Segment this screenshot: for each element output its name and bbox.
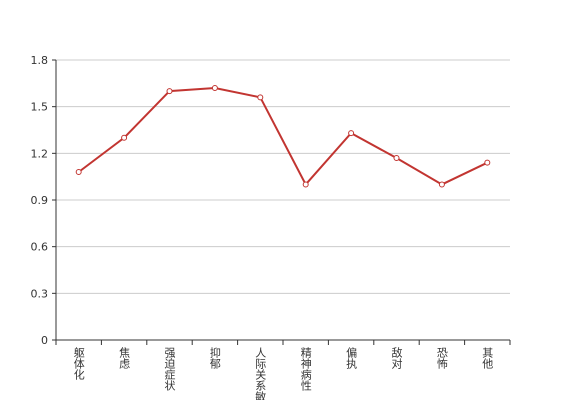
x-tick-label: 焦虑 bbox=[118, 347, 131, 369]
point bbox=[75, 169, 82, 175]
x-tick-label: 偏执 bbox=[345, 346, 358, 370]
point bbox=[348, 130, 355, 137]
point bbox=[393, 155, 400, 161]
y-tick-label: 1.8 bbox=[31, 54, 49, 67]
point bbox=[484, 159, 491, 166]
point bbox=[302, 181, 309, 188]
point bbox=[438, 181, 445, 188]
point bbox=[121, 134, 128, 141]
point bbox=[211, 85, 218, 91]
x-tick-label: 强迫症状 bbox=[163, 347, 176, 391]
x-tick-label: 其他 bbox=[481, 347, 494, 369]
y-tick-label: 0.6 bbox=[31, 241, 49, 254]
point bbox=[166, 88, 173, 95]
x-tick-label: 人际关系敏感 bbox=[254, 347, 267, 400]
point bbox=[257, 94, 264, 101]
y-tick-label: 0.3 bbox=[31, 287, 49, 300]
x-tick-label: 躯体化 bbox=[72, 347, 85, 381]
x-tick-label: 抑郁 bbox=[208, 346, 221, 369]
y-tick-label: 0 bbox=[41, 334, 48, 347]
y-tick-label: 1.5 bbox=[31, 101, 49, 114]
line bbox=[78, 86, 488, 187]
y-tick-label: 0.9 bbox=[31, 194, 49, 207]
y-tick-label: 1.2 bbox=[31, 147, 49, 160]
x-tick-label: 敌对 bbox=[390, 346, 403, 369]
x-tick-label: 恐怖 bbox=[435, 347, 448, 369]
x-tick-label: 精神病性 bbox=[299, 347, 312, 392]
